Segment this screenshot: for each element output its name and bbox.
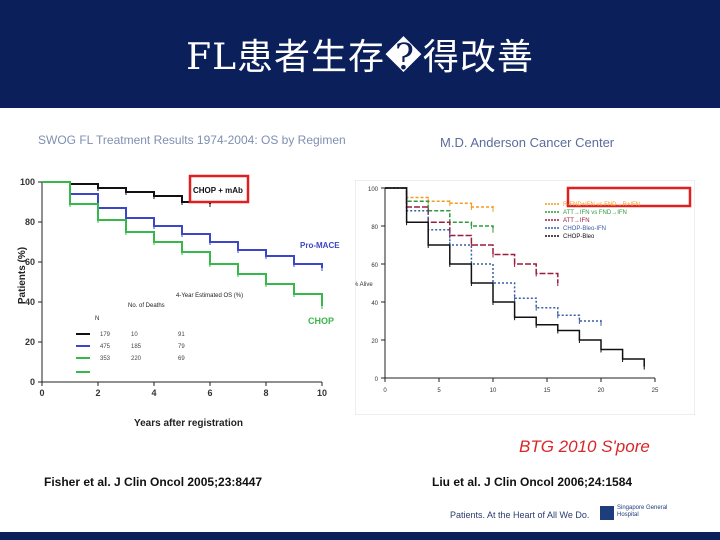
y-tick-label: 20 <box>25 337 35 347</box>
legend-item: CHOP-Bleo-IFN <box>563 226 606 232</box>
table-cell: 185 <box>131 344 142 350</box>
left-chart-xlabel: Years after registration <box>134 418 243 429</box>
slide-header: FL患者生存�得改善 <box>0 0 720 108</box>
y-tick-label: 40 <box>371 301 378 307</box>
y-tick-label: 60 <box>371 263 378 269</box>
table-cell: 10 <box>131 332 138 338</box>
y-tick-label: 80 <box>25 217 35 227</box>
y-tick-label: 60 <box>25 257 35 267</box>
x-tick-label: 0 <box>383 388 387 394</box>
x-tick-label: 10 <box>317 388 327 398</box>
series-line <box>42 181 323 268</box>
y-tick-label: 100 <box>20 177 35 187</box>
y-tick-label: 40 <box>25 297 35 307</box>
y-tick-label: 0 <box>30 377 35 387</box>
table-cell: 69 <box>178 356 185 362</box>
x-tick-label: 6 <box>207 388 212 398</box>
highlight-label: CHOP + mAb <box>193 186 243 195</box>
right-chart: 0 20 40 60 80 100 0 5 10 15 20 25 % Alive R-FND+IFN v… <box>355 180 695 415</box>
y-tick-label: 100 <box>368 187 379 193</box>
table-header: N <box>95 316 99 322</box>
x-tick-label: 8 <box>263 388 268 398</box>
table-cell: 79 <box>178 344 185 350</box>
series-line <box>385 187 602 323</box>
x-tick-label: 15 <box>544 388 551 394</box>
logo-text: Singapore General Hospital <box>617 505 668 518</box>
legend-item: ATT→IFN <box>563 218 590 224</box>
source-tag: BTG 2010 S'pore <box>519 437 650 456</box>
footer-tagline: Patients. At the Heart of All We Do. <box>450 510 590 520</box>
left-chart: 0 20 40 60 80 100 0 2 4 6 8 10 CHOP + mAb Pro-MACE CHO… <box>20 174 340 398</box>
x-tick-label: 4 <box>151 388 156 398</box>
highlight-box <box>566 186 692 208</box>
table-cell: 220 <box>131 356 142 362</box>
y-tick-label: 80 <box>371 225 378 231</box>
x-tick-label: 0 <box>39 388 44 398</box>
table-header: 4-Year Estimated OS (%) <box>176 293 243 299</box>
series-line <box>385 187 494 230</box>
x-tick-label: 20 <box>598 388 605 394</box>
left-citation: Fisher et al. J Clin Oncol 2005;23:8447 <box>44 475 263 489</box>
table-cell: 353 <box>100 356 111 362</box>
legend-item: ATT→IFN vs FND→IFN <box>563 210 627 216</box>
highlight-box <box>188 174 250 204</box>
table-cell: 91 <box>178 332 185 338</box>
x-tick-label: 2 <box>95 388 100 398</box>
x-tick-label: 10 <box>490 388 497 394</box>
right-chart-title: M.D. Anderson Cancer Center <box>440 135 615 150</box>
series-label-chop: CHOP <box>308 316 334 326</box>
right-ylabel: % Alive <box>355 282 373 288</box>
legend-item: CHOP-Bleo <box>563 234 595 240</box>
x-tick-label: 25 <box>652 388 659 394</box>
y-tick-label: 0 <box>375 377 379 383</box>
right-citation: Liu et al. J Clin Oncol 2006;24:1584 <box>432 475 633 489</box>
hospital-logo-icon <box>600 506 614 520</box>
left-chart-title: SWOG FL Treatment Results 1974-2004: OS … <box>38 133 346 147</box>
table-cell: 179 <box>100 332 111 338</box>
bottom-rule <box>0 532 720 540</box>
slide-title: FL患者生存�得改善 <box>186 37 534 78</box>
table-header: No. of Deaths <box>128 303 165 309</box>
series-label-promace: Pro-MACE <box>300 241 340 250</box>
y-tick-label: 20 <box>371 339 378 345</box>
legend-item: R-FND+IFN vs FND→R+IFN <box>563 202 640 208</box>
x-tick-label: 5 <box>437 388 441 394</box>
table-cell: 475 <box>100 344 111 350</box>
series-line <box>385 187 494 209</box>
